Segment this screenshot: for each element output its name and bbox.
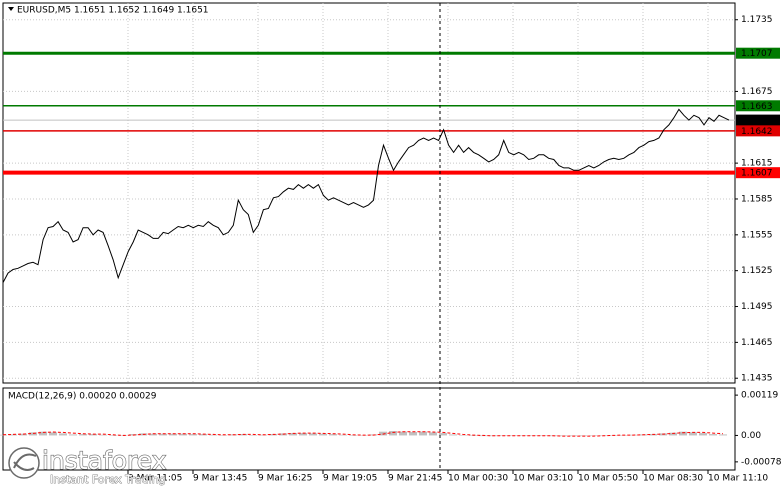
histogram-bar bbox=[449, 434, 457, 436]
histogram-bar bbox=[179, 433, 187, 436]
y-tick-label: 1.1675 bbox=[741, 87, 773, 97]
histogram-bar bbox=[699, 433, 707, 436]
y-tick-label: 1.1525 bbox=[741, 266, 773, 276]
histogram-bar bbox=[59, 433, 67, 436]
x-tick-label: 9 Mar 21:45 bbox=[388, 474, 442, 484]
chart-title: EURUSD,M5 1.1651 1.1652 1.1649 1.1651 bbox=[17, 6, 209, 16]
histogram-bar bbox=[709, 434, 717, 436]
histogram-bar bbox=[679, 431, 687, 436]
price-level-label: 1.1651 bbox=[741, 116, 773, 126]
histogram-bar bbox=[299, 433, 307, 436]
watermark-brand: instaforex bbox=[42, 446, 167, 475]
x-tick-label: 9 Mar 16:25 bbox=[258, 474, 312, 484]
histogram-bar bbox=[469, 435, 477, 436]
histogram-bar bbox=[49, 432, 57, 436]
y-tick-label: 1.1495 bbox=[741, 302, 773, 312]
price-level-label: 1.1663 bbox=[741, 102, 773, 112]
histogram-bar bbox=[389, 431, 397, 436]
histogram-bar bbox=[199, 434, 207, 436]
histogram-bar bbox=[719, 434, 727, 436]
watermark-tagline: Instant Forex Trading bbox=[50, 473, 166, 486]
macd-panel-frame bbox=[2, 387, 736, 471]
series-line bbox=[2, 431, 724, 437]
histogram-bar bbox=[289, 433, 297, 436]
logo-swoosh bbox=[13, 453, 37, 471]
histogram-bar bbox=[669, 432, 677, 436]
histogram-bar bbox=[309, 433, 317, 436]
price-level-label: 1.1607 bbox=[741, 169, 773, 179]
y-tick-label: 1.1585 bbox=[741, 194, 773, 204]
histogram-bar bbox=[189, 434, 197, 436]
histogram-bar bbox=[109, 435, 117, 436]
histogram-bar bbox=[429, 432, 437, 436]
x-tick-label: 10 Mar 03:10 bbox=[513, 474, 573, 484]
histogram-bar bbox=[29, 432, 37, 436]
histogram-bar bbox=[39, 431, 47, 436]
histogram-bar bbox=[89, 434, 97, 436]
x-tick-label: 9 Mar 11:05 bbox=[128, 474, 182, 484]
histogram-bar bbox=[69, 434, 77, 436]
histogram-bar bbox=[689, 432, 697, 436]
histogram-bar bbox=[319, 433, 327, 436]
macd-title: MACD(12,26,9) 0.00020 0.00029 bbox=[8, 392, 157, 402]
histogram-bar bbox=[209, 434, 217, 436]
y-tick-label: 1.1555 bbox=[741, 230, 773, 240]
histogram-bar bbox=[99, 434, 107, 436]
price-panel-frame bbox=[2, 2, 736, 384]
histogram-bar bbox=[149, 433, 157, 436]
y-tick-label: 0.00119 bbox=[741, 391, 778, 401]
histogram-bar bbox=[329, 434, 337, 436]
symbol-menu-arrow[interactable] bbox=[8, 7, 14, 11]
histogram-bar bbox=[349, 435, 357, 436]
price-level-label-bg bbox=[736, 167, 780, 179]
y-tick-label: 1.1735 bbox=[741, 15, 773, 25]
plot-layer: 1.1735 1.1675 1.1615 1.1585 1.1555 1.1525 1.14… bbox=[0, 3, 781, 484]
x-tick-label: 9 Mar 13:45 bbox=[193, 474, 247, 484]
histogram-bar bbox=[439, 433, 447, 436]
price-level-label: 1.1642 bbox=[741, 127, 773, 137]
histogram-bar bbox=[379, 431, 387, 436]
histogram-bar bbox=[219, 435, 227, 436]
histogram-bar bbox=[9, 434, 17, 436]
x-tick-label: 9 Mar 19:05 bbox=[323, 474, 377, 484]
x-tick-label: 10 Mar 00:30 bbox=[448, 474, 508, 484]
histogram-bar bbox=[19, 433, 27, 436]
histogram-bar bbox=[409, 432, 417, 436]
x-tick-label: 10 Mar 11:10 bbox=[708, 474, 768, 484]
y-tick-label: 1.1465 bbox=[741, 338, 773, 348]
y-tick-label: 0.00 bbox=[741, 431, 761, 441]
logo-icon bbox=[8, 447, 40, 479]
histogram-bar bbox=[169, 433, 177, 436]
price-level-label-bg bbox=[736, 47, 780, 59]
histogram-bar bbox=[339, 434, 347, 436]
price-level-label: 1.1707 bbox=[741, 49, 773, 59]
histogram-bar bbox=[79, 434, 87, 436]
histogram-bar bbox=[419, 431, 427, 436]
watermark: instaforex Instant Forex Trading bbox=[8, 445, 167, 486]
histogram-bar bbox=[159, 433, 167, 436]
y-tick-label: 1.1615 bbox=[741, 159, 773, 169]
y-tick-label: 1.1435 bbox=[741, 374, 773, 384]
histogram-bar bbox=[399, 431, 407, 436]
series-line bbox=[2, 108, 730, 283]
x-tick-label: 10 Mar 05:50 bbox=[578, 474, 638, 484]
x-tick-label: 10 Mar 08:30 bbox=[643, 474, 703, 484]
y-tick-label: -0.00078 bbox=[741, 457, 781, 467]
price-level-label-bg bbox=[736, 100, 780, 112]
histogram-bar bbox=[459, 435, 467, 436]
histogram-bar bbox=[249, 435, 257, 436]
price-level-label-bg bbox=[736, 114, 780, 126]
price-level-label-bg bbox=[736, 125, 780, 137]
